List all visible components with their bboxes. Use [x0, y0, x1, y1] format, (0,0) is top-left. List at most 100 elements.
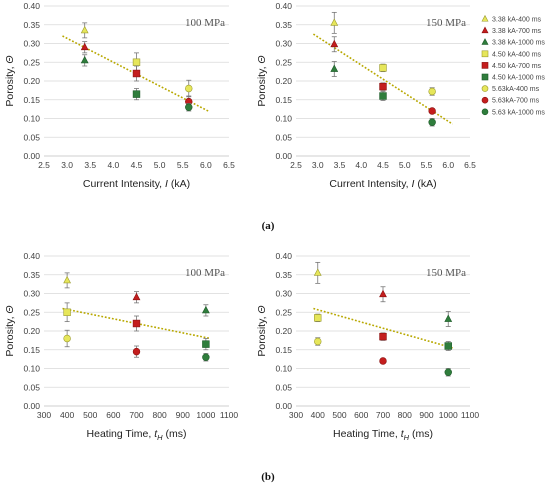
y-tick-label: 0.10: [23, 364, 40, 374]
x-tick-label: 300: [37, 410, 51, 420]
pressure-annotation: 100 MPa: [185, 267, 225, 279]
y-tick-label: 0.05: [275, 382, 292, 392]
y-tick-label: 0.35: [23, 20, 40, 30]
x-tick-label: 5.0: [399, 160, 411, 170]
data-point: [428, 87, 436, 96]
x-tick-label: 4.0: [355, 160, 367, 170]
data-point: [428, 107, 436, 115]
data-point: [63, 334, 71, 343]
data-point: [379, 92, 387, 100]
x-tick-label: 6.0: [442, 160, 454, 170]
data-point: [132, 319, 141, 328]
data-point: [330, 64, 339, 72]
x-tick-label: 2.5: [290, 160, 302, 170]
data-point: [185, 103, 193, 111]
x-tick-label: 600: [106, 410, 120, 420]
data-point: [428, 118, 436, 126]
y-tick-label: 0.40: [275, 1, 292, 11]
y-tick-label: 0.25: [275, 307, 292, 317]
pressure-annotation: 150 MPa: [426, 267, 466, 279]
data-point: [132, 347, 141, 356]
legend-label: 5.63 kA-1000 ms: [492, 109, 545, 116]
data-point: [444, 368, 452, 376]
x-tick-label: 2.5: [38, 160, 50, 170]
data-point: [444, 342, 452, 350]
x-tick-label: 900: [176, 410, 190, 420]
x-tick-label: 800: [398, 410, 412, 420]
x-tick-label: 5.5: [421, 160, 433, 170]
x-tick-label: 700: [376, 410, 390, 420]
y-tick-label: 0.15: [23, 345, 40, 355]
legend-marker: [481, 26, 489, 34]
y-axis-label: Porosity, Θ: [256, 305, 268, 356]
y-tick-label: 0.10: [23, 114, 40, 124]
data-point: [314, 314, 322, 322]
y-tick-label: 0.05: [275, 132, 292, 142]
data-point: [202, 353, 210, 361]
data-point: [132, 292, 141, 301]
x-tick-label: 6.5: [223, 160, 235, 170]
y-tick-label: 0.00: [275, 401, 292, 411]
trendline: [313, 307, 453, 349]
legend-marker: [481, 14, 489, 22]
y-tick-label: 0.20: [23, 326, 40, 336]
caption-b: (b): [261, 471, 275, 483]
y-tick-label: 0.30: [275, 39, 292, 49]
x-axis-label: Current Intensity, I (kA): [329, 178, 436, 190]
pressure-annotation: 150 MPa: [426, 17, 466, 29]
legend-label: 4.50 kA-400 ms: [492, 51, 542, 58]
y-tick-label: 0.15: [275, 95, 292, 105]
data-point: [80, 42, 89, 51]
x-tick-label: 400: [311, 410, 325, 420]
chart-panel-2: 0.00 0.05 0.10 0.15 0.20 0.25 0.30 0.35 0.40 2.5 3…: [256, 1, 476, 190]
legend-marker: [481, 38, 489, 45]
y-tick-label: 0.25: [23, 57, 40, 67]
x-tick-label: 500: [83, 410, 97, 420]
data-point: [379, 357, 387, 365]
data-point: [444, 314, 453, 322]
x-tick-label: 4.5: [131, 160, 143, 170]
y-tick-label: 0.35: [275, 20, 292, 30]
x-tick-label: 800: [153, 410, 167, 420]
x-tick-label: 600: [354, 410, 368, 420]
y-tick-label: 0.05: [23, 132, 40, 142]
legend-label: 5.63kA-700 ms: [492, 98, 540, 105]
x-tick-label: 500: [332, 410, 346, 420]
chart-panel-3: 0.00 0.05 0.10 0.15 0.20 0.25 0.30 0.35 0.40 300 4…: [4, 251, 238, 442]
x-axis-label: Heating Time, tH (ms): [333, 428, 433, 442]
x-tick-label: 1100: [220, 410, 239, 420]
x-tick-label: 4.5: [377, 160, 389, 170]
y-tick-label: 0.15: [275, 345, 292, 355]
data-point: [202, 340, 210, 348]
chart-panel-1: 0.00 0.05 0.10 0.15 0.20 0.25 0.30 0.35 0.40 2.5 3…: [4, 1, 235, 190]
legend-label: 5.63kA-400 ms: [492, 86, 540, 93]
chart-panel-4: 0.00 0.05 0.10 0.15 0.20 0.25 0.30 0.35 0.40 300 4…: [256, 251, 479, 442]
y-tick-label: 0.20: [275, 326, 292, 336]
legend-marker: [481, 85, 489, 92]
data-point: [63, 275, 72, 284]
data-point: [80, 25, 89, 34]
x-tick-label: 5.0: [154, 160, 166, 170]
legend-marker: [481, 50, 489, 58]
chart-panels: 0.00 0.05 0.10 0.15 0.20 0.25 0.30 0.35 0.40 2.5 3…: [4, 1, 479, 442]
pressure-annotation: 100 MPa: [185, 17, 225, 29]
y-tick-label: 0.40: [23, 1, 40, 11]
legend-marker: [481, 62, 489, 69]
data-point: [63, 308, 71, 316]
x-tick-label: 5.5: [177, 160, 189, 170]
data-point: [313, 268, 322, 276]
x-tick-label: 1100: [461, 410, 480, 420]
x-tick-label: 900: [419, 410, 433, 420]
y-tick-label: 0.10: [275, 114, 292, 124]
data-point: [201, 305, 210, 314]
legend-marker: [481, 96, 489, 104]
caption-a: (a): [262, 220, 275, 232]
x-axis-label: Current Intensity, I (kA): [83, 178, 190, 190]
data-point: [132, 69, 141, 78]
data-point: [314, 337, 322, 346]
legend-label: 3.38 kA-700 ms: [492, 28, 542, 35]
data-point: [185, 84, 193, 93]
y-axis-label: Porosity, Θ: [4, 305, 16, 356]
y-tick-label: 0.40: [275, 251, 292, 261]
